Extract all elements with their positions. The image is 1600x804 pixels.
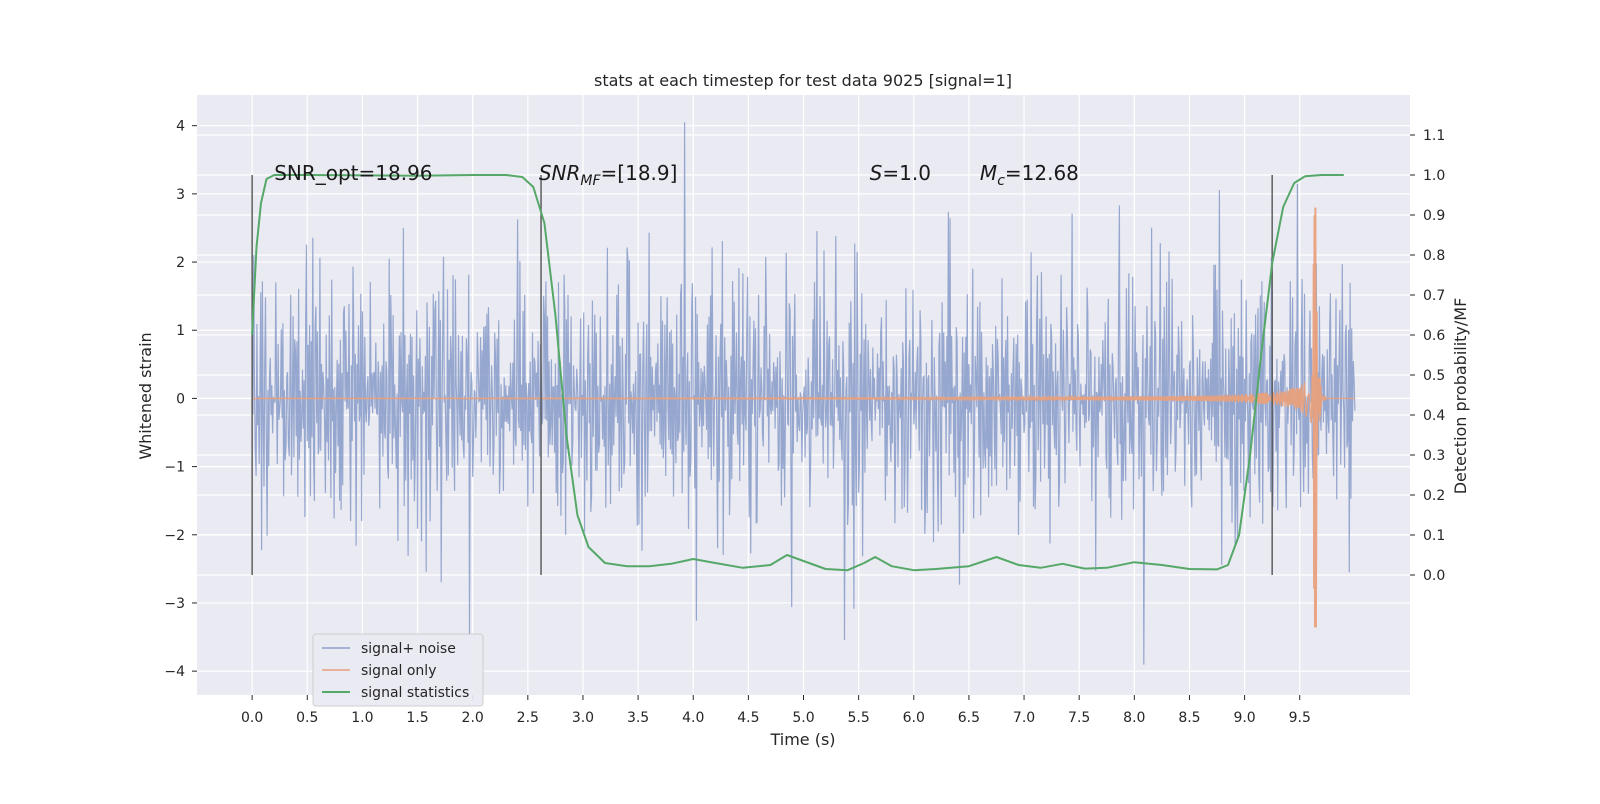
y-left-tick-label: −2 <box>164 528 185 544</box>
y-right-tick-label: 0.4 <box>1423 408 1445 424</box>
legend: signal+ noise signal only signal statistic… <box>312 633 484 707</box>
signal-noise-line <box>251 122 1356 665</box>
y-left-axis-ticks: 4 3 2 1 0 −1 −2 −3 −4 <box>164 119 197 680</box>
x-tick-label: 2.5 <box>517 710 539 726</box>
y-right-tick-label: 0.8 <box>1423 248 1445 264</box>
y-left-tick-label: −1 <box>164 460 185 476</box>
x-tick-label: 1.5 <box>406 710 428 726</box>
y-left-tick-label: −3 <box>164 596 185 612</box>
x-tick-label: 7.0 <box>1013 710 1035 726</box>
legend-label: signal only <box>361 663 436 679</box>
y-right-tick-label: 0.2 <box>1423 488 1445 504</box>
x-tick-label: 5.5 <box>848 710 870 726</box>
y-left-tick-label: 1 <box>176 323 185 339</box>
legend-box <box>312 633 484 707</box>
y-right-axis-ticks: 1.1 1.0 0.9 0.8 0.7 0.6 0.5 0.4 0.3 0.2 0.1 0.0 <box>1410 128 1445 584</box>
signal-only-series <box>251 207 1355 628</box>
x-tick-label: 8.5 <box>1178 710 1200 726</box>
y-right-tick-label: 0.9 <box>1423 208 1445 224</box>
x-tick-label: 8.0 <box>1123 710 1145 726</box>
x-tick-label: 2.0 <box>462 710 484 726</box>
x-tick-label: 5.0 <box>792 710 814 726</box>
annotation-3: Mc=12.68 <box>980 161 1079 189</box>
y-left-tick-label: −4 <box>164 664 185 680</box>
y-right-tick-label: 0.5 <box>1423 368 1445 384</box>
x-axis-ticks: 0.0 0.5 1.0 1.5 2.0 2.5 3.0 3.5 4.0 4.5 5.0 5.5 6.0 6… <box>241 695 1311 726</box>
y-right-tick-label: 1.0 <box>1423 168 1445 184</box>
annotation-1: SNRMF=[18.9] <box>539 161 678 189</box>
annotations: SNR_opt=18.96 SNRMF=[18.9] S=1.0 Mc=12.68 <box>274 161 1079 189</box>
annotation-2: S=1.0 <box>870 161 931 185</box>
y-left-tick-label: 4 <box>176 119 185 135</box>
x-tick-label: 7.5 <box>1068 710 1090 726</box>
y-left-tick-label: 0 <box>176 391 185 407</box>
y-right-tick-label: 0.3 <box>1423 448 1445 464</box>
y-axis-label-right: Detection probability/MF <box>1451 298 1470 495</box>
vertical-markers <box>251 175 1273 575</box>
y-right-tick-label: 0.0 <box>1423 568 1445 584</box>
y-right-tick-label: 0.7 <box>1423 288 1445 304</box>
annotation-0: SNR_opt=18.96 <box>274 161 432 185</box>
signal-only-line <box>251 207 1355 628</box>
x-tick-label: 4.5 <box>737 710 759 726</box>
signal-noise-series <box>251 122 1356 665</box>
x-tick-label: 6.5 <box>958 710 980 726</box>
x-tick-label: 4.0 <box>682 710 704 726</box>
x-tick-label: 9.5 <box>1289 710 1311 726</box>
y-right-tick-label: 0.6 <box>1423 328 1445 344</box>
x-tick-label: 3.0 <box>572 710 594 726</box>
chart-title: stats at each timestep for test data 902… <box>594 71 1012 90</box>
signal-statistics-series <box>251 174 1344 572</box>
y-left-tick-label: 2 <box>176 255 185 271</box>
y-right-tick-label: 1.1 <box>1423 128 1445 144</box>
signal-statistics-line <box>251 174 1344 572</box>
legend-label: signal+ noise <box>361 641 456 657</box>
x-tick-label: 0.0 <box>241 710 263 726</box>
x-tick-label: 6.0 <box>903 710 925 726</box>
x-axis-label: Time (s) <box>769 730 835 749</box>
x-tick-label: 3.5 <box>627 710 649 726</box>
y-axis-label-left: Whitened strain <box>136 332 155 459</box>
x-tick-label: 1.0 <box>351 710 373 726</box>
legend-label: signal statistics <box>361 685 469 701</box>
x-tick-label: 0.5 <box>296 710 318 726</box>
y-left-tick-label: 3 <box>176 187 185 203</box>
y-right-tick-label: 0.1 <box>1423 528 1445 544</box>
x-tick-label: 9.0 <box>1233 710 1255 726</box>
